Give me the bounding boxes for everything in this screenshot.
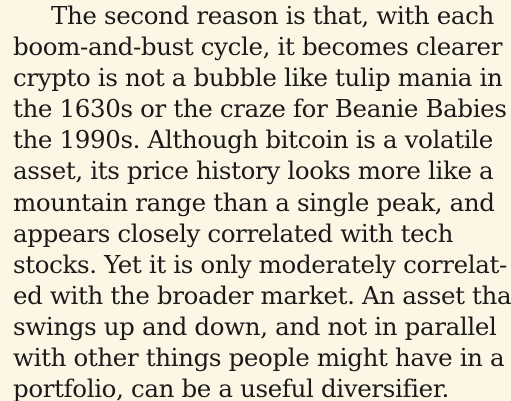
paragraph-line: appears closely correlated with tech: [13, 218, 454, 248]
paragraph-line: boom-and-bust cycle, it becomes clearer: [13, 32, 503, 62]
article-paragraph: The second reason is that, with each boo…: [13, 0, 511, 401]
paragraph-line: crypto is not a bubble like tulip mania …: [13, 63, 503, 93]
paragraph-line: the 1630s or the craze for Beanie Babies…: [13, 94, 511, 124]
paragraph-line: mountain range than a single peak, and: [13, 187, 495, 217]
paragraph-line: with other things people might have in a: [13, 343, 505, 373]
paragraph-line: ed with the broader market. An asset tha…: [13, 280, 511, 310]
paragraph-line: asset, its price history looks more like…: [13, 156, 494, 186]
paragraph-line: stocks. Yet it is only moderately correl…: [13, 249, 507, 279]
paragraph-line: The second reason is that, with each: [51, 1, 494, 30]
paragraph-line: the 1990s. Although bitcoin is a volatil…: [13, 125, 493, 155]
paragraph-line: portfolio, can be a useful diversifier.: [13, 374, 449, 401]
article-body: The second reason is that, with each boo…: [13, 0, 511, 401]
paragraph-line: swings up and down, and not in parallel: [13, 311, 497, 341]
